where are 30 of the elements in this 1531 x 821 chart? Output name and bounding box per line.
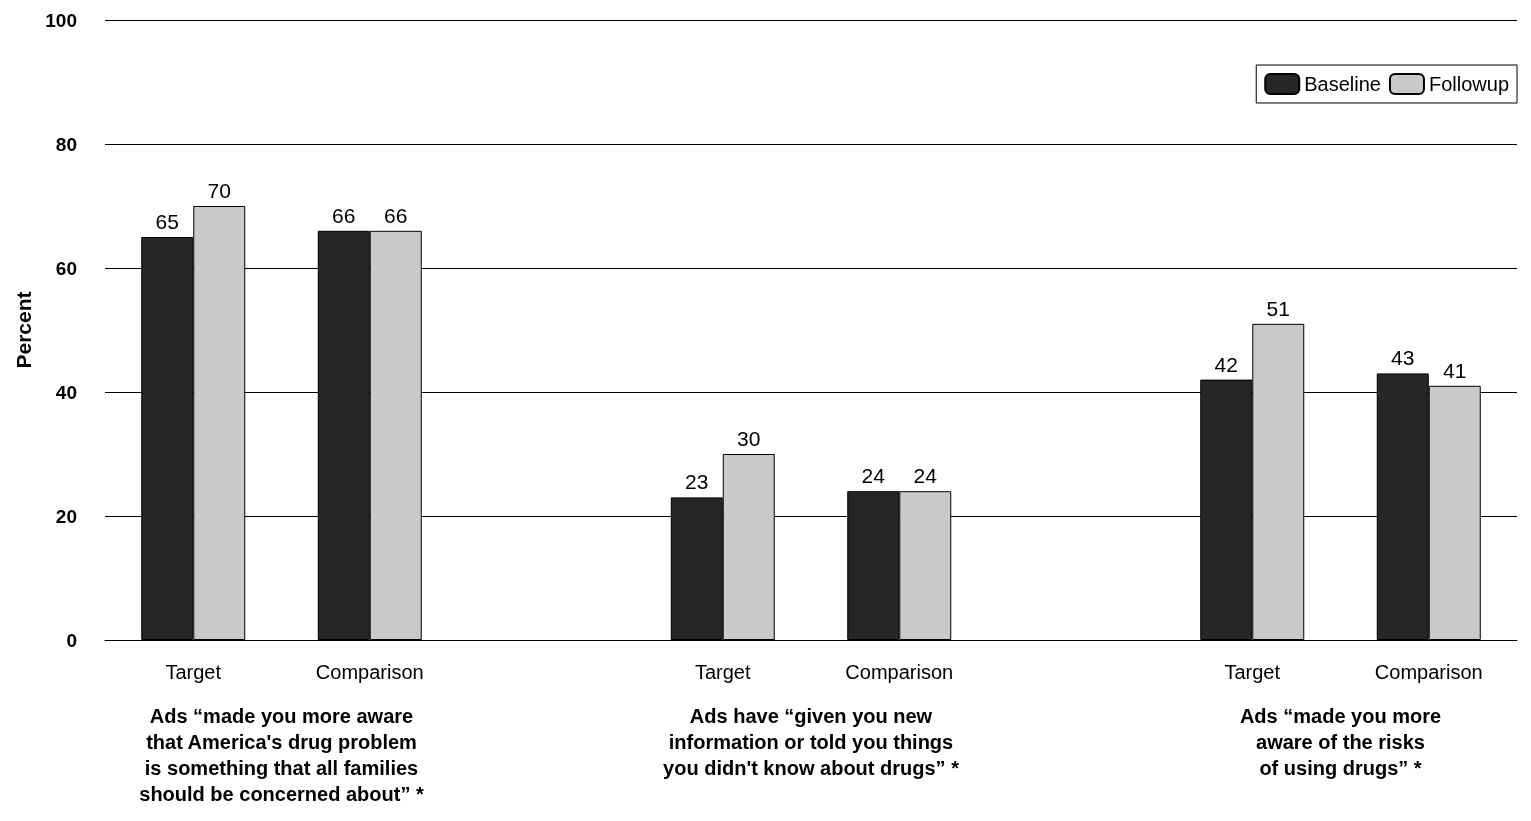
x-tick-label: Comparison <box>315 661 424 683</box>
data-label: 30 <box>737 427 761 450</box>
y-tick-label: 80 <box>55 133 77 155</box>
data-label: 51 <box>1266 296 1290 320</box>
data-label: 66 <box>384 203 408 227</box>
x-tick-label: Target <box>1224 661 1281 683</box>
x-tick-label: Comparison <box>1374 661 1483 683</box>
data-label: 23 <box>685 470 709 494</box>
text: Ads “made you more aware that America's drug problem is something that all families should be concerned about” * <box>139 705 424 805</box>
y-tick-label: 0 <box>66 629 77 651</box>
legend-label: Followup <box>1428 73 1510 95</box>
data-label: 66 <box>332 203 356 227</box>
x-tick-label: Comparison <box>845 661 954 683</box>
data-label: 42 <box>1214 352 1238 376</box>
data-label: 24 <box>913 464 938 488</box>
y-tick-label: 40 <box>55 381 77 403</box>
y-axis-title: Percent <box>12 291 36 369</box>
data-label: 24 <box>861 464 886 488</box>
y-tick-label: 20 <box>55 505 77 527</box>
y-tick-label: 100 <box>45 9 77 31</box>
text: Ads have “given you new information or told you things you didn't know about drugs” * <box>663 705 960 779</box>
x-tick-label: Target <box>694 661 751 683</box>
legend-label: Baseline <box>1304 73 1381 95</box>
data-label: 65 <box>155 210 179 233</box>
data-label: 43 <box>1391 346 1415 370</box>
x-tick-label: Target <box>165 661 222 683</box>
text: Ads “made you more aware of the risks of using drugs” * <box>1239 705 1442 779</box>
data-label: 41 <box>1443 358 1467 382</box>
data-label: 70 <box>207 179 231 202</box>
y-tick-label: 60 <box>55 257 77 279</box>
